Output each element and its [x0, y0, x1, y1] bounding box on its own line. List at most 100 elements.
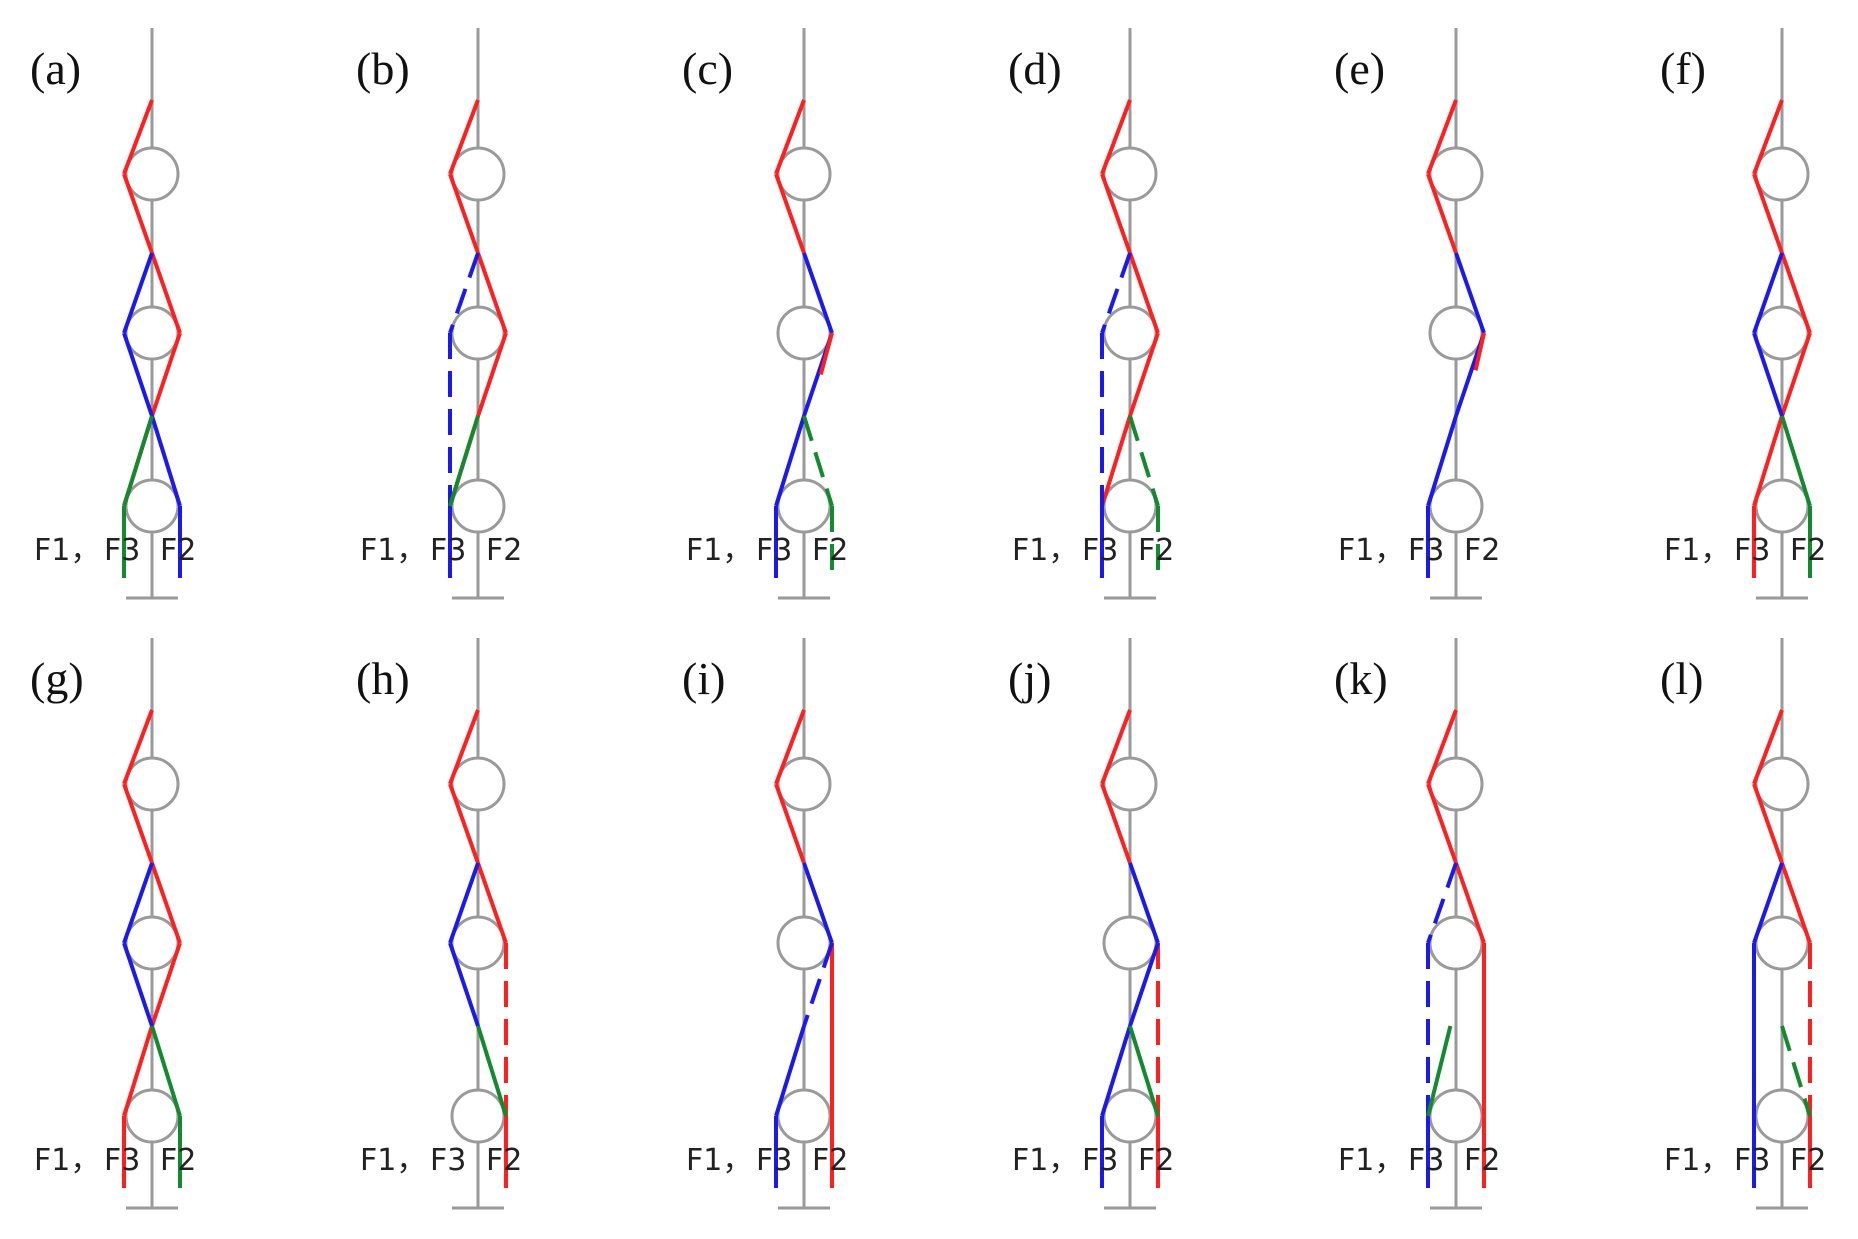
transposition-ring-2 [776, 915, 832, 971]
phase-label-f3: F3 [756, 1143, 792, 1178]
transposition-ring-1 [1754, 756, 1810, 812]
panel-label: (b) [356, 43, 410, 94]
conductor-f1 [1752, 99, 1784, 175]
conductor-f1 [476, 862, 508, 944]
conductor-f3 [150, 1025, 182, 1117]
transposition-ring-1 [1754, 146, 1810, 202]
panel-b: (b) F1， F3 F2 [356, 28, 522, 600]
panel-label: (c) [682, 43, 733, 94]
conductor-f1 [1426, 173, 1458, 254]
conductor-f1 [774, 783, 806, 864]
transposition-ring-1 [1428, 146, 1484, 202]
conductor-f2 [150, 415, 182, 507]
phase-label-f1: F1， [34, 1143, 100, 1178]
conductor-f1 [1426, 783, 1458, 864]
conductor-f1 [122, 709, 154, 785]
conductor-f2 [448, 862, 480, 944]
conductor-f2 [1128, 942, 1160, 1027]
phase-label-f1: F1， [1012, 533, 1078, 568]
phase-label-f3: F3 [1408, 533, 1444, 568]
phase-label-f1: F1， [1338, 533, 1404, 568]
panel-j: (j) F1， F3 F2 [1008, 638, 1174, 1210]
phase-label-f1: F1， [686, 533, 752, 568]
transposition-ring-3 [1754, 1088, 1810, 1144]
phase-label-f3: F3 [430, 1143, 466, 1178]
conductor-f1 [1100, 709, 1132, 785]
panel-label: (k) [1334, 653, 1388, 704]
transposition-ring-3 [124, 1088, 180, 1144]
transposition-ring-3 [1754, 478, 1810, 534]
transposition-ring-3 [1428, 1088, 1484, 1144]
conductor-f2 [1426, 862, 1458, 944]
conductor-f1 [150, 862, 182, 944]
conductor-f3 [1780, 1025, 1812, 1117]
conductor-f3 [802, 415, 834, 507]
phase-label-f2: F2 [1138, 1143, 1174, 1178]
transposition-ring-1 [124, 756, 180, 812]
transposition-ring-1 [1428, 756, 1484, 812]
conductor-f3 [1426, 1025, 1453, 1117]
conductor-f3 [1780, 415, 1812, 507]
panel-label: (j) [1008, 653, 1051, 704]
panel-l: (l) F1， F3 F2 [1660, 638, 1826, 1210]
conductor-f2 [802, 862, 834, 944]
phase-label-f2: F2 [160, 533, 196, 568]
conductor-f3 [1128, 1025, 1160, 1117]
transposition-ring-1 [450, 146, 506, 202]
transposition-ring-1 [1102, 146, 1158, 202]
transposition-ring-3 [450, 478, 506, 534]
phase-label-f3: F3 [1408, 1143, 1444, 1178]
panel-h: (h) F1， F3 F2 [356, 638, 522, 1210]
transposition-ring-3 [1428, 478, 1484, 534]
panel-e: (e) F1， F3 F2 [1334, 28, 1500, 600]
transposition-ring-2 [1102, 305, 1158, 361]
conductor-f1 [1100, 99, 1132, 175]
conductor-f2 [1100, 1025, 1132, 1117]
conductor-f2 [1128, 862, 1160, 944]
conductor-f1 [1128, 332, 1160, 417]
panel-k: (k) F1， F3 F2 [1334, 638, 1500, 1210]
transposition-ring-2 [124, 305, 180, 361]
conductor-f1 [1128, 252, 1160, 334]
conductor-f2 [122, 862, 154, 944]
transposition-ring-3 [776, 478, 832, 534]
conductor-f1 [448, 709, 480, 785]
conductor-f1 [122, 1025, 154, 1117]
conductor-f1 [1426, 99, 1458, 175]
panel-label: (f) [1660, 43, 1706, 94]
conductor-f3 [1128, 415, 1160, 507]
conductor-f1 [448, 173, 480, 254]
conductor-f1 [1780, 862, 1812, 944]
phase-label-f2: F2 [812, 1143, 848, 1178]
conductor-f3 [122, 415, 154, 507]
conductor-f1 [1752, 709, 1784, 785]
phase-label-f1: F1， [686, 1143, 752, 1178]
phase-label-f2: F2 [1464, 1143, 1500, 1178]
phase-label-f1: F1， [1664, 1143, 1730, 1178]
transposition-ring-2 [1754, 915, 1810, 971]
conductor-f1 [1100, 173, 1132, 254]
conductor-f1 [818, 332, 834, 376]
transposition-ring-2 [1754, 305, 1810, 361]
panel-g: (g) F1， F3 F2 [30, 638, 196, 1210]
phase-label-f1: F1， [1664, 533, 1730, 568]
conductor-f1 [1426, 709, 1458, 785]
phase-label-f3: F3 [104, 1143, 140, 1178]
conductor-f1 [774, 709, 806, 785]
phase-label-f2: F2 [812, 533, 848, 568]
conductor-f1 [1473, 332, 1486, 371]
phase-label-f3: F3 [756, 533, 792, 568]
transposition-ring-1 [124, 146, 180, 202]
panel-label: (e) [1334, 43, 1385, 94]
conductor-f1 [150, 332, 182, 417]
conductor-f3 [448, 415, 480, 507]
transposition-ring-2 [776, 305, 832, 361]
transposition-ring-2 [1428, 305, 1484, 361]
conductor-f2 [802, 942, 834, 1027]
phase-label-f3: F3 [1082, 533, 1118, 568]
panel-label: (g) [30, 653, 84, 704]
panel-label: (i) [682, 653, 725, 704]
conductor-f2 [1752, 332, 1784, 417]
conductor-f1 [150, 252, 182, 334]
conductor-f1 [1780, 252, 1812, 334]
